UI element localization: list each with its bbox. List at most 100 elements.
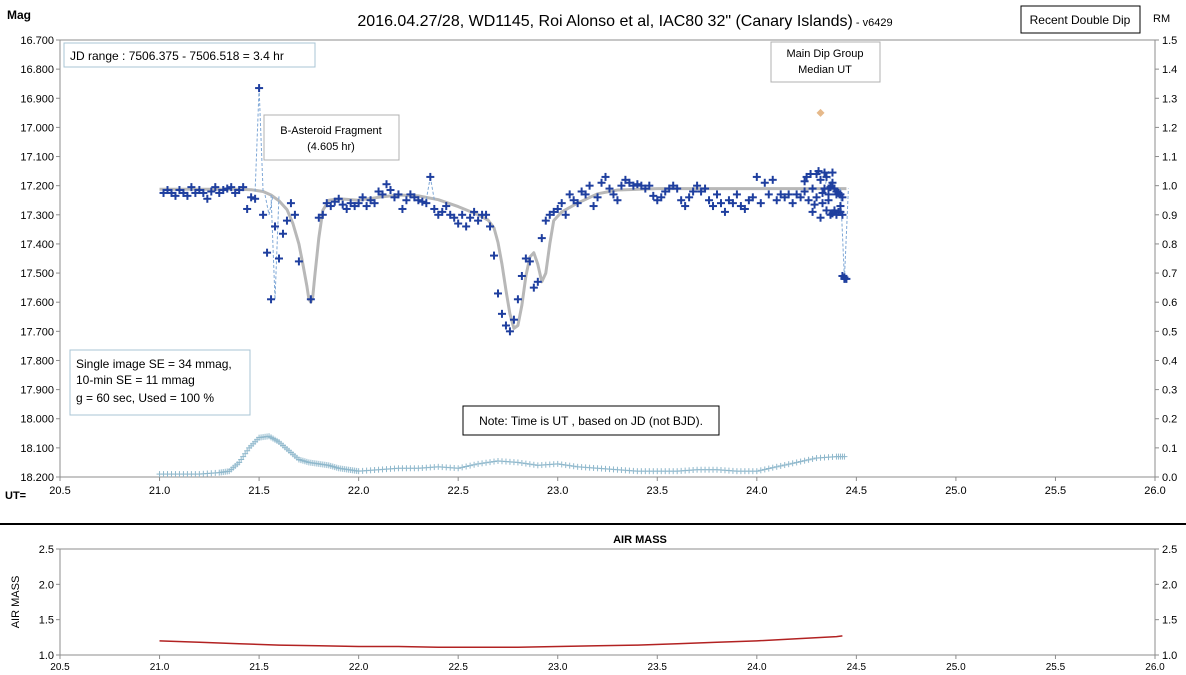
rm-mark [514, 459, 521, 466]
data-point [685, 193, 694, 202]
x-tick-label: 22.5 [447, 485, 468, 497]
dashed-connector [843, 188, 849, 279]
dashed-connector [258, 88, 264, 192]
data-point [589, 202, 598, 211]
y2-tick-label: 1.2 [1162, 122, 1177, 134]
chart-title: 2016.04.27/28, WD1145, Roi Alonso et al,… [357, 13, 892, 30]
data-point [267, 295, 276, 304]
data-point [474, 216, 483, 225]
rm-mark [566, 462, 573, 469]
x-tick-label: 23.5 [647, 485, 668, 497]
data-point [430, 204, 439, 213]
data-point [486, 222, 495, 231]
data-point [826, 183, 835, 192]
stats-line3: g = 60 sec, Used = 100 % [76, 391, 214, 405]
data-point [370, 199, 379, 208]
data-point [207, 187, 216, 196]
data-point [760, 178, 769, 187]
rm-mark [526, 461, 533, 468]
y-tick-label: 17.100 [20, 152, 54, 164]
recent-double-dip-button[interactable]: Recent Double Dip [1020, 5, 1141, 34]
rm-mark [789, 460, 796, 467]
data-point [681, 202, 690, 211]
main-plot-frame [59, 39, 1156, 478]
data-point [219, 186, 228, 195]
rm-mark [558, 461, 565, 468]
data-point [462, 222, 471, 231]
airmass-y-tick-label: 2.0 [39, 579, 54, 591]
data-point [740, 204, 749, 213]
data-point [693, 181, 702, 190]
data-point [713, 190, 721, 199]
rm-mark [459, 464, 466, 471]
y-tick-label: 17.200 [20, 181, 54, 193]
airmass-x-tick-label: 22.5 [448, 662, 468, 673]
data-point [784, 190, 793, 199]
data-point [513, 295, 522, 304]
rm-mark [777, 462, 784, 469]
main-series [156, 84, 851, 478]
stats-line1: Single image SE = 34 mmag, [76, 357, 232, 371]
x-tick-label: 26.0 [1144, 485, 1165, 497]
data-point [541, 216, 550, 225]
y2-tick-label: 0.6 [1162, 297, 1177, 309]
data-point [812, 170, 821, 179]
dashed-connector [270, 194, 276, 300]
data-point [565, 190, 574, 199]
y2-tick-label: 0.7 [1162, 268, 1177, 280]
y-tick-label: 17.700 [20, 326, 54, 338]
data-point [259, 210, 268, 219]
fragment-line2: (4.605 hr) [307, 141, 355, 153]
data-point [609, 190, 618, 199]
rm-mark [491, 458, 498, 465]
data-point [203, 194, 212, 203]
airmass-x-tick-label: 24.5 [847, 662, 867, 673]
rm-mark [805, 456, 812, 463]
airmass-x-tick-label: 21.5 [249, 662, 269, 673]
rm-mark [554, 460, 561, 467]
dashed-connector [268, 194, 274, 215]
data-point [418, 197, 427, 206]
rm-mark [769, 464, 776, 471]
data-point [828, 209, 837, 218]
airmass-y-tick-label: 2.5 [39, 544, 54, 556]
data-point [800, 177, 809, 186]
recent-double-dip-label: Recent Double Dip [1030, 13, 1131, 27]
data-point [326, 202, 335, 211]
data-point [812, 193, 821, 202]
rm-mark [753, 468, 760, 475]
data-point [362, 202, 371, 211]
airmass-plot-frame [59, 548, 1156, 656]
rm-mark [801, 457, 808, 464]
data-point [294, 257, 303, 266]
data-point [278, 229, 287, 238]
y-tick-label: 17.800 [20, 355, 54, 367]
data-point [247, 193, 256, 202]
airmass-x-tick-label: 20.5 [50, 662, 70, 673]
data-point [334, 194, 343, 203]
data-point [282, 216, 291, 225]
y-tick-label: 17.400 [20, 239, 54, 251]
airmass-y2-tick-label: 2.0 [1162, 579, 1177, 591]
main-dip-box: Main Dip Group Median UT [770, 41, 881, 83]
data-point [816, 175, 825, 184]
data-point [768, 175, 777, 184]
data-point [394, 190, 403, 199]
y2-tick-label: 0.3 [1162, 385, 1177, 397]
data-point [271, 222, 280, 231]
y2-tick-label: 0.9 [1162, 210, 1177, 222]
rm-axis-title: RM [1153, 13, 1170, 25]
data-point [402, 196, 411, 205]
data-point [183, 191, 192, 200]
rm-mark [467, 462, 474, 469]
data-point [263, 248, 272, 257]
x-tick-label: 25.5 [1045, 485, 1066, 497]
data-point [497, 309, 506, 318]
rm-mark [809, 455, 816, 462]
airmass-y2-tick-label: 1.5 [1162, 615, 1177, 627]
data-point [810, 200, 819, 209]
note-text: Note: Time is UT , based on JD (not BJD)… [479, 414, 703, 428]
y-tick-label: 16.800 [20, 64, 54, 76]
airmass-y-title: AIR MASS [10, 576, 22, 629]
